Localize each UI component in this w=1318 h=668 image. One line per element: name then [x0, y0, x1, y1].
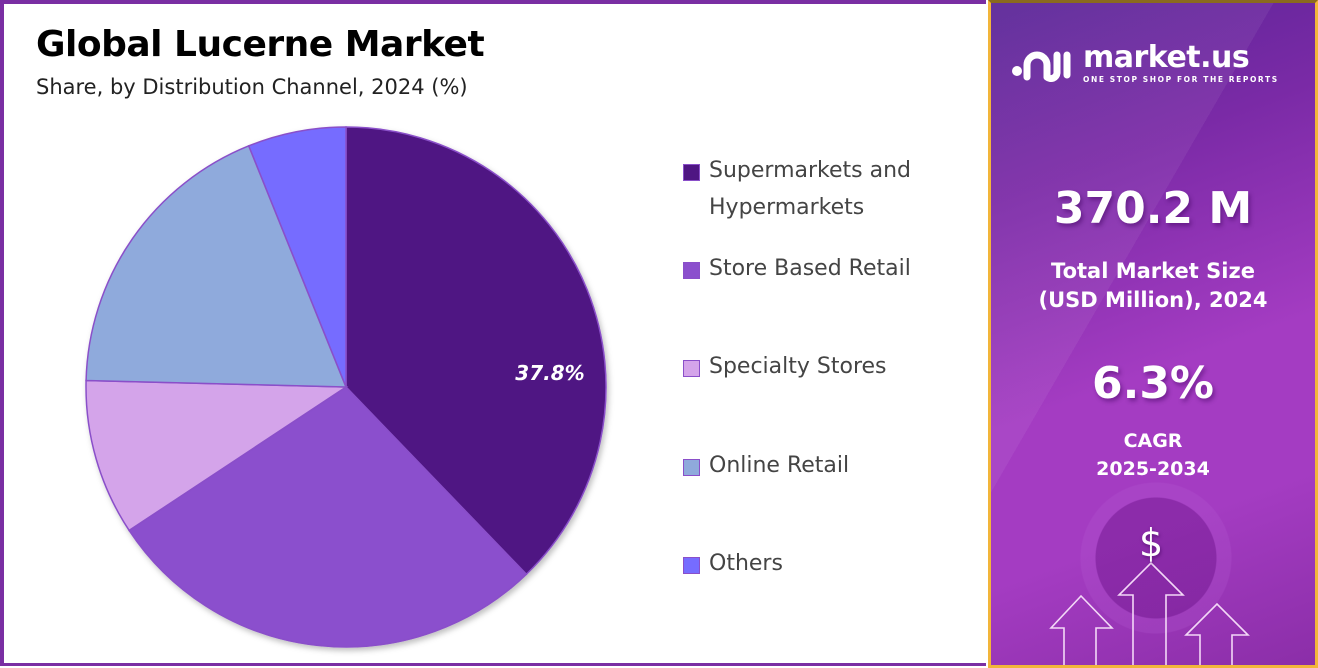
legend-item-others: Others: [683, 551, 783, 582]
chart-subtitle: Share, by Distribution Channel, 2024 (%): [36, 75, 468, 99]
slice-supermarkets: [345, 126, 607, 576]
legend-item-specialty-stores: Specialty Stores: [683, 354, 887, 385]
cagr-label-line2: 2025-2034: [1096, 458, 1210, 480]
legend-swatch: [683, 557, 700, 574]
slice-others: [247, 126, 347, 388]
market-size-value: 370.2 M: [1053, 183, 1253, 234]
legend-item-store-based-retail: Store Based Retail: [683, 256, 911, 287]
background-photo-overlay: [991, 3, 1315, 665]
brand-name: market.us: [1083, 39, 1250, 75]
slice-label-supermarkets: 37.8%: [515, 361, 584, 385]
summary-sidebar: market.us ONE STOP SHOP FOR THE REPORTS …: [988, 0, 1318, 668]
legend-swatch: [683, 360, 700, 377]
legend-label: Others: [709, 551, 783, 576]
brand-tagline: ONE STOP SHOP FOR THE REPORTS: [1083, 74, 1279, 84]
legend-swatch: [683, 164, 700, 181]
market-size-label: Total Market Size (USD Million), 2024: [991, 257, 1315, 315]
cagr-label: CAGR 2025-2034: [991, 427, 1315, 483]
slice-specialty-stores: [85, 379, 349, 532]
cagr-label-line1: CAGR: [1123, 430, 1183, 452]
legend-item-online-retail: Online Retail: [683, 453, 849, 484]
chart-title: Global Lucerne Market: [36, 24, 485, 65]
legend-label: Supermarkets and: [709, 158, 911, 183]
market-size-label-line1: Total Market Size: [1051, 259, 1255, 283]
market-size-label-line2: (USD Million), 2024: [1038, 288, 1268, 312]
legend-item-supermarkets: Supermarkets and Hypermarkets: [683, 158, 911, 226]
brand-logo: market.us ONE STOP SHOP FOR THE REPORTS: [1011, 41, 1279, 85]
legend-label: Specialty Stores: [709, 354, 887, 379]
legend-label: Store Based Retail: [709, 256, 911, 281]
legend-label: Online Retail: [709, 453, 850, 478]
legend-swatch: [683, 459, 700, 476]
slice-online-retail: [85, 144, 348, 388]
slice-store-based-retail: [128, 386, 528, 648]
pie-chart: 37.8%: [85, 126, 607, 648]
market-us-logo-icon: [1012, 51, 1071, 83]
legend-label-line2: Hypermarkets: [709, 195, 865, 220]
growth-arrows-icon: [1049, 561, 1250, 665]
dollar-sign-icon: $: [1139, 521, 1164, 565]
cagr-value: 6.3%: [1091, 358, 1215, 409]
legend-swatch: [683, 262, 700, 279]
